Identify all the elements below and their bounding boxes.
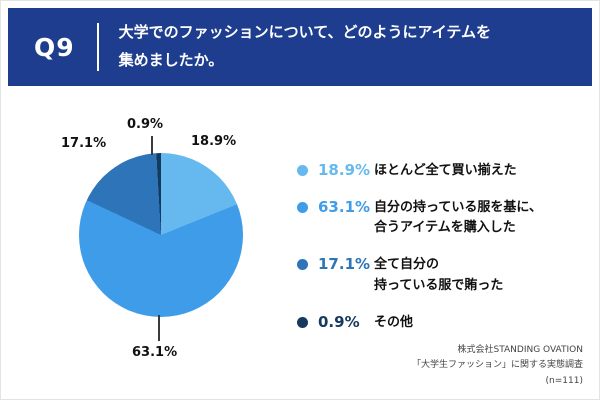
pie-chart bbox=[79, 153, 243, 317]
question-number: Q9 bbox=[34, 32, 75, 62]
legend-item: 18.9% ほとんど全て買い揃えた bbox=[297, 161, 585, 181]
pie-label-bought-all: 18.9% bbox=[191, 134, 237, 149]
legend-item: 17.1% 全て自分の 持っている服で賄った bbox=[297, 255, 585, 295]
legend-label: 全て自分の 持っている服で賄った bbox=[374, 255, 503, 295]
source-company: 株式会社STANDING OVATION bbox=[457, 345, 584, 356]
pie-label-majority: 63.1% bbox=[132, 345, 178, 360]
legend-label-line: その他 bbox=[374, 314, 414, 330]
legend-label-line: ほとんど全て買い揃えた bbox=[374, 163, 517, 178]
question-title-line2: 集めましたか。 bbox=[118, 51, 224, 69]
legend-label-line: 持っている服で賄った bbox=[374, 277, 504, 293]
legend-dot-icon bbox=[297, 259, 308, 271]
legend-label-line: 合うアイテムを購入した bbox=[374, 220, 516, 236]
legend-item: 0.9% その他 bbox=[297, 313, 585, 333]
legend-dot-icon bbox=[297, 316, 308, 328]
legend-percent: 17.1% bbox=[318, 255, 371, 274]
header-divider bbox=[96, 23, 99, 71]
pie-label-owned: 17.1% bbox=[61, 136, 107, 151]
question-title-line1: 大学でのファッションについて、どのようにアイテムを bbox=[118, 23, 491, 42]
pie-label-other: 0.9% bbox=[127, 117, 164, 132]
question-header: Q9 大学でのファッションについて、どのようにアイテムを 集めましたか。 bbox=[8, 8, 592, 86]
chart-legend: 18.9% ほとんど全て買い揃えた 63.1% 自分の持っている服を基に、 合う… bbox=[297, 161, 585, 333]
source-sample-size: (n=111) bbox=[545, 375, 583, 386]
legend-dot-icon bbox=[297, 202, 308, 214]
legend-label-line: 自分の持っている服を基に、 bbox=[374, 200, 542, 216]
legend-label-line: 全て自分の bbox=[374, 257, 440, 273]
source-survey-name: 「大学生ファッション」に関する実態調査 bbox=[411, 360, 583, 371]
source-note: 株式会社STANDING OVATION 「大学生ファッション」に関する実態調査… bbox=[412, 343, 583, 389]
leader-line-majority bbox=[158, 315, 160, 341]
legend-percent: 18.9% bbox=[318, 161, 371, 179]
legend-percent: 0.9% bbox=[318, 312, 360, 331]
legend-label: その他 bbox=[374, 313, 413, 333]
legend-dot-icon bbox=[297, 165, 308, 176]
legend-percent: 63.1% bbox=[318, 198, 371, 217]
legend-label: ほとんど全て買い揃えた bbox=[374, 161, 517, 181]
legend-label: 自分の持っている服を基に、 合うアイテムを購入した bbox=[374, 198, 542, 238]
leader-line-other bbox=[151, 136, 153, 155]
question-title: 大学でのファッションについて、どのようにアイテムを 集めましたか。 bbox=[119, 19, 491, 75]
legend-item: 63.1% 自分の持っている服を基に、 合うアイテムを購入した bbox=[297, 198, 585, 238]
